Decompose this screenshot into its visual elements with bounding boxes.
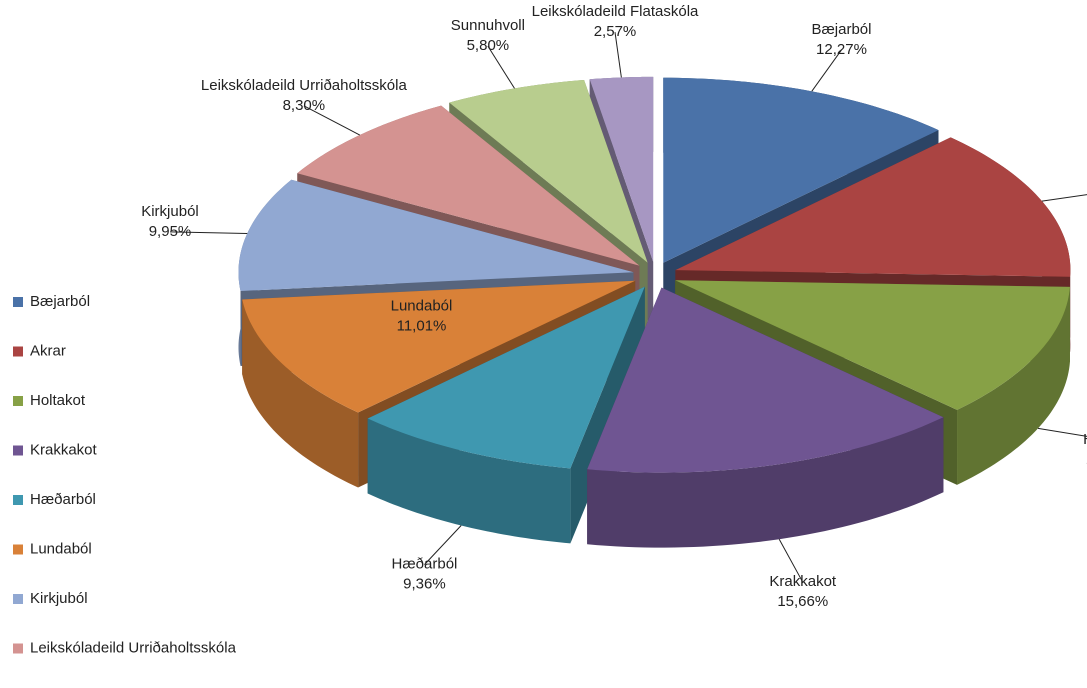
legend-swatch [13,495,23,505]
leader-line [614,32,622,78]
legend-swatch [13,594,23,604]
data-label-value: 11,78% [1086,451,1087,468]
legend-swatch [13,643,23,654]
leader-line [487,45,515,89]
data-label-name: Hæðarból [392,556,458,573]
data-label-value: 11,01% [397,318,447,335]
data-label-name: Lundaból [391,298,453,315]
data-label-value: 8,30% [283,97,326,114]
legend-swatch [13,445,23,456]
slice [587,287,944,473]
legend-label: Lundaból [30,540,92,557]
slice [242,280,636,413]
leader-line [424,525,462,565]
slice [238,179,634,292]
legend-label: Hæðarból [30,491,96,508]
data-label-value: 9,36% [403,576,446,593]
legend-label: Bæjarból [30,293,90,310]
data-label-name: Leikskóladeild Flataskóla [532,3,699,20]
legend-label: Akrar [30,342,66,359]
legend-swatch [13,297,23,307]
legend-swatch [13,396,23,406]
slice-side [367,418,571,544]
data-label-value: 12,27% [816,41,867,58]
leader-line [778,538,804,583]
data-label-name: Sunnuhvoll [451,17,525,34]
data-label-value: 2,57% [594,23,637,40]
slice [367,286,645,469]
slice [589,76,654,262]
legend-label: Leikskóladeild Urriðaholtsskóla [30,639,237,656]
slice [449,79,648,263]
slice-side [587,417,944,548]
leader-line [169,231,248,235]
legend-label: Holtakot [30,392,86,409]
data-label-name: Krakkakot [769,573,837,590]
slice [675,280,1070,410]
leader-line [1041,194,1087,202]
slice-side [242,299,359,488]
leader-line [303,105,361,136]
slice-side [957,286,1070,485]
legend-label: Krakkakot [30,441,98,458]
slice [663,77,939,263]
data-label-name: Kirkjuból [141,203,199,220]
data-label-value: 5,80% [467,37,510,54]
data-label-value: 9,95% [149,223,192,240]
legend-label: Kirkjuból [30,590,88,607]
data-label-name: Holtakot [1083,431,1087,448]
data-label-value: 15,66% [777,593,828,610]
data-label-name: Bæjarból [811,21,871,38]
slice [297,105,640,266]
leader-line [811,49,842,92]
leader-line [1037,427,1087,437]
legend-swatch [13,544,23,555]
data-label-name: Leikskóladeild Urriðaholtsskóla [201,77,408,94]
legend-swatch [13,346,23,357]
slice [675,137,1071,277]
